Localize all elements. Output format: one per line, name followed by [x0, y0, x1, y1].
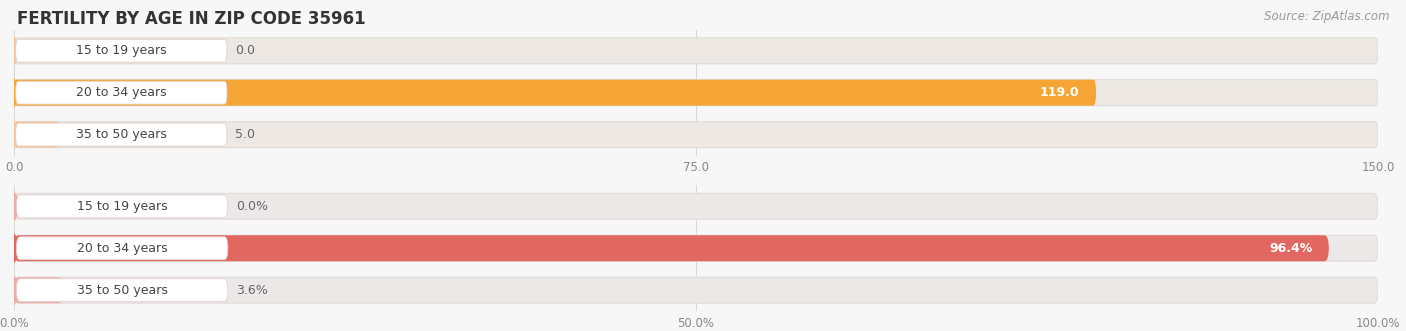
FancyBboxPatch shape: [17, 279, 228, 302]
Circle shape: [8, 276, 17, 305]
Text: 35 to 50 years: 35 to 50 years: [77, 284, 167, 297]
Circle shape: [8, 234, 17, 262]
Text: 5.0: 5.0: [235, 128, 256, 141]
Text: 35 to 50 years: 35 to 50 years: [76, 128, 167, 141]
FancyBboxPatch shape: [14, 277, 63, 303]
Circle shape: [10, 120, 17, 149]
FancyBboxPatch shape: [14, 80, 1378, 106]
FancyBboxPatch shape: [15, 39, 226, 62]
Circle shape: [10, 36, 17, 65]
Circle shape: [8, 192, 17, 221]
Text: 20 to 34 years: 20 to 34 years: [76, 86, 167, 99]
FancyBboxPatch shape: [15, 81, 226, 104]
FancyBboxPatch shape: [14, 121, 59, 148]
FancyBboxPatch shape: [14, 38, 1378, 64]
Text: 96.4%: 96.4%: [1270, 242, 1312, 255]
Text: FERTILITY BY AGE IN ZIP CODE 35961: FERTILITY BY AGE IN ZIP CODE 35961: [17, 10, 366, 28]
FancyBboxPatch shape: [14, 235, 1329, 261]
Text: 0.0%: 0.0%: [236, 200, 269, 213]
FancyBboxPatch shape: [17, 195, 228, 218]
Circle shape: [10, 78, 17, 107]
Text: 15 to 19 years: 15 to 19 years: [76, 44, 167, 57]
Text: 0.0: 0.0: [235, 44, 256, 57]
FancyBboxPatch shape: [14, 80, 1097, 106]
FancyBboxPatch shape: [14, 121, 1378, 148]
Text: 20 to 34 years: 20 to 34 years: [77, 242, 167, 255]
Text: 15 to 19 years: 15 to 19 years: [77, 200, 167, 213]
FancyBboxPatch shape: [14, 235, 1378, 261]
FancyBboxPatch shape: [17, 237, 228, 260]
Text: Source: ZipAtlas.com: Source: ZipAtlas.com: [1264, 10, 1389, 23]
FancyBboxPatch shape: [15, 123, 226, 146]
Text: 3.6%: 3.6%: [236, 284, 267, 297]
Text: 119.0: 119.0: [1040, 86, 1080, 99]
FancyBboxPatch shape: [14, 193, 1378, 219]
FancyBboxPatch shape: [14, 277, 1378, 303]
